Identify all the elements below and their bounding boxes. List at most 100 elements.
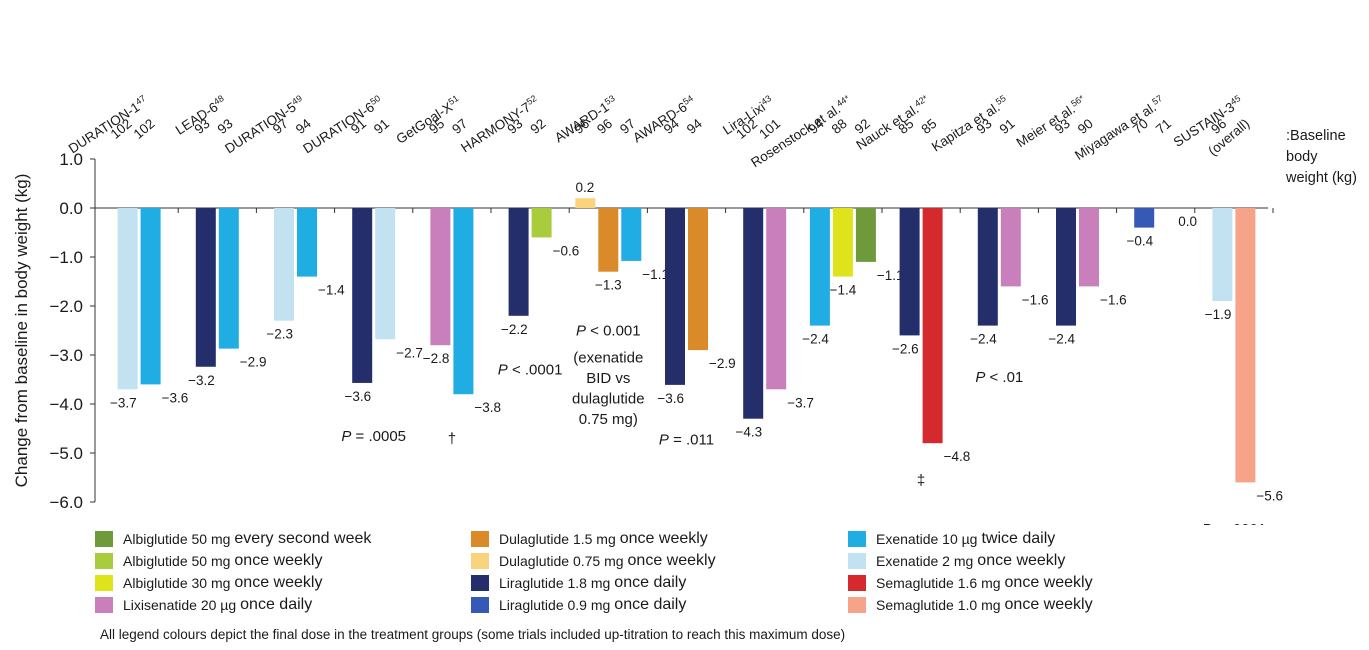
legend-dose: Exenatide 10 µg [876,531,978,547]
trial-name: AWARD-6 [630,99,690,145]
baseline-weight-value: 96 [571,116,592,137]
legend-swatch [848,553,866,569]
data-label: −2.4 [802,332,829,347]
p-symbol: P [341,428,351,445]
p-symbol: P [659,431,669,448]
data-label: −3.7 [787,395,814,410]
legend-item: Albiglutide 30 mg once weekly [95,572,371,594]
footnote: All legend colours depict the final dose… [100,627,846,642]
legend-item: Semaglutide 1.0 mg once weekly [848,594,1093,616]
bar [453,208,474,395]
legend-frequency: once weekly [619,530,708,547]
bar [922,208,943,444]
bar [977,208,998,326]
legend-item: Albiglutide 50 mg every second week [95,528,371,550]
legend-dose: Dulaglutide 0.75 mg [499,553,624,569]
legend-dose: Albiglutide 30 mg [123,575,231,591]
legend-item: Lixisenatide 20 µg once daily [95,594,371,616]
bar [117,208,138,390]
bar [743,208,764,419]
bar [531,208,552,238]
data-label: −2.8 [423,351,450,366]
p-value: < .0001 [1212,521,1267,525]
legend-swatch [471,597,489,613]
baseline-weight-value: 93 [1052,116,1073,137]
bar [375,208,396,340]
p-symbol: P [576,323,586,340]
baseline-weight-label: :Baseline [1286,128,1346,144]
bar [598,208,619,272]
trial-reference: 45 [1228,93,1242,107]
bar [352,208,373,383]
legend-frequency: once daily [614,574,687,591]
baseline-weight-value: 88 [829,116,850,137]
legend-item: Albiglutide 50 mg once weekly [95,550,371,572]
data-label: −3.7 [110,395,137,410]
data-label: −1.6 [1100,292,1127,307]
baseline-weight-value: 93 [192,116,213,137]
significance-note: (exenatide [573,349,643,366]
trial-reference: 53 [603,93,617,107]
bar [430,208,451,346]
bar [297,208,317,277]
data-label: −1.1 [642,267,669,282]
bar [1056,208,1076,326]
legend-dose: Liraglutide 1.8 mg [499,575,611,591]
legend-swatch [848,597,866,613]
legend-item: Dulaglutide 0.75 mg once weekly [471,550,716,572]
baseline-weight-value: 93 [215,116,236,137]
data-label: −1.4 [318,283,345,298]
significance-note: † [448,430,456,447]
legend-dose: Dulaglutide 1.5 mg [499,531,616,547]
legend-dose: Exenatide 2 mg [876,553,974,569]
trial-reference: 43 [759,93,773,107]
bar [508,208,529,316]
trial-reference: 49 [290,93,304,107]
legend-frequency: twice daily [981,530,1056,547]
legend-dose: Liraglutide 0.9 mg [499,597,611,613]
data-label: 0.2 [576,180,595,195]
data-label: −4.8 [944,449,971,464]
trial-reference: 55 [994,93,1008,107]
significance-note: P < .01 [975,369,1023,386]
bar [1079,208,1099,287]
significance-note: dulaglutide [572,391,645,408]
data-label: −2.7 [396,345,423,360]
y-axis-title: Change from baseline in body weight (kg) [12,174,31,488]
baseline-weight-value: 97 [617,116,638,137]
legend-item: Semaglutide 1.6 mg once weekly [848,572,1093,594]
data-label: −2.9 [240,355,267,370]
bar [665,208,685,385]
baseline-weight-value: 102 [131,116,158,142]
legend-dose: Lixisenatide 20 µg [123,597,237,613]
legend-frequency: once weekly [1004,574,1093,591]
legend-column: Exenatide 10 µg twice daily Exenatide 2 mg… [848,528,1093,616]
y-tick-label: −3.0 [49,346,83,365]
p-symbol: P [975,369,985,386]
y-tick-label: 1.0 [59,150,83,169]
p-value: < .01 [985,369,1023,386]
data-label: 0.0 [1178,214,1197,229]
y-tick-label: −1.0 [49,248,83,267]
legend-item: Liraglutide 1.8 mg once daily [471,572,716,594]
p-symbol: P [1202,521,1212,525]
trial-name-label: AWARD-654 [630,93,698,145]
legend-dose: Semaglutide 1.0 mg [876,597,1001,613]
bar [575,198,596,208]
legend-frequency: once weekly [977,552,1066,569]
baseline-weight-value: 95 [426,116,447,137]
baseline-weight-value: 91 [997,116,1018,137]
legend-frequency: once daily [614,596,687,613]
trial-reference: 50 [368,93,382,107]
data-label: −3.8 [474,400,501,415]
legend-column: Albiglutide 50 mg every second week Albigl… [95,528,371,616]
data-label: −2.3 [266,327,293,342]
legend-frequency: once weekly [234,552,323,569]
significance-note: P < .0001 [1202,521,1267,525]
legend-item: Liraglutide 0.9 mg once daily [471,594,716,616]
bar-chart: 1.0 0.0 −1.0 −2.0 −3.0 −4.0 −5.0 −6.0 Change fro… [12,93,1357,538]
legend-swatch [95,597,113,613]
baseline-weight-value: 91 [348,116,369,137]
bar [1212,208,1233,302]
